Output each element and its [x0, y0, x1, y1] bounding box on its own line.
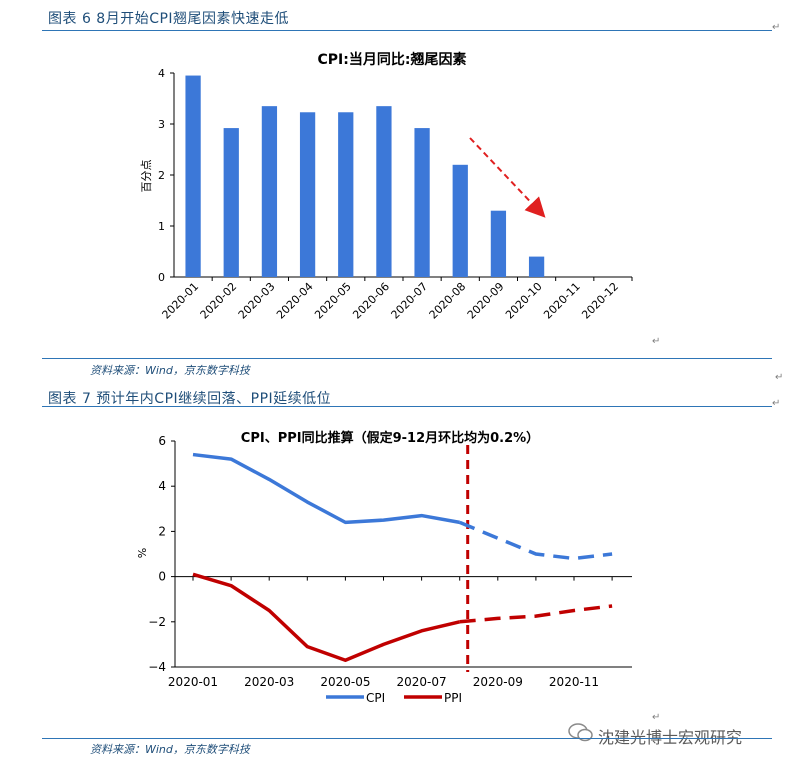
line-x-tick-label: 2020-01: [168, 675, 218, 689]
series-line-forecast: [459, 520, 613, 561]
watermark: 沈建光博士宏观研究: [598, 728, 743, 747]
series-line-actual: [192, 572, 461, 662]
bar-chart-title: CPI:当月同比:翘尾因素: [318, 51, 467, 68]
line-chart-title: CPI、PPI同比推算（假定9-12月环比均为0.2%）: [241, 430, 539, 446]
line-x-tick-label: 2020-05: [320, 675, 370, 689]
bar-x-tick-label: 2020-05: [312, 280, 354, 322]
bar-y-tick-label: 4: [158, 67, 165, 80]
figure7-source: 资料来源：Wind，京东数字科技: [90, 743, 250, 756]
bar: [528, 256, 545, 277]
bar-y-tick-label: 2: [158, 169, 165, 182]
bar-x-tick-label: 2020-01: [160, 280, 202, 322]
legend-label: PPI: [444, 691, 462, 705]
figure7-bottom-rule: [42, 738, 772, 739]
bar-x-tick-label: 2020-10: [503, 280, 545, 322]
bar-x-tick-label: 2020-11: [541, 280, 583, 322]
bar: [376, 106, 392, 278]
bar-x-tick-label: 2020-04: [274, 280, 316, 322]
figure6-caption: 图表 6 8月开始CPI翘尾因素快速走低: [48, 11, 290, 27]
line-y-tick-label: 4: [158, 479, 166, 493]
figure7-caption: 图表 7 预计年内CPI继续回落、PPI延续低位: [48, 391, 332, 407]
bar-x-tick-label: 2020-07: [389, 280, 431, 322]
return-mark: ↵: [652, 712, 661, 723]
bar-x-tick-label: 2020-03: [236, 280, 278, 322]
bar-chart: CPI:当月同比:翘尾因素 百分点 012342020-012020-02202…: [140, 51, 633, 322]
bar: [185, 75, 201, 277]
bar-x-tick-label: 2020-09: [465, 280, 507, 322]
line-x-tick-label: 2020-11: [549, 675, 599, 689]
bar-y-tick-label: 0: [158, 271, 165, 284]
figure6-source: 资料来源：Wind，京东数字科技: [90, 364, 250, 377]
bar-x-tick-label: 2020-02: [198, 280, 240, 322]
bar: [452, 164, 468, 277]
return-mark: ↵: [775, 372, 784, 383]
bar-x-tick-label: 2020-06: [350, 280, 392, 322]
bar-y-tick-label: 3: [158, 118, 165, 131]
line-x-tick-label: 2020-07: [397, 675, 447, 689]
line-y-tick-label: 0: [158, 570, 166, 584]
line-chart-ylabel: %: [136, 548, 149, 558]
bar-x-tick-label: 2020-12: [579, 280, 621, 322]
line-y-tick-label: −4: [148, 660, 166, 674]
bar-y-tick-label: 1: [158, 220, 165, 233]
bar: [338, 112, 354, 278]
bar-chart-ylabel: 百分点: [140, 160, 153, 193]
series-line-forecast: [459, 604, 613, 624]
bar: [261, 106, 278, 278]
line-y-tick-label: −2: [148, 615, 166, 629]
bar: [299, 112, 316, 278]
figure6-top-rule: [42, 30, 772, 31]
figure6-bottom-rule: [42, 358, 772, 359]
return-mark: ↵: [652, 336, 661, 347]
figure7-top-rule: [42, 406, 772, 407]
bar: [490, 210, 507, 277]
line-x-tick-label: 2020-09: [473, 675, 523, 689]
line-y-tick-label: 6: [158, 434, 166, 448]
line-x-tick-label: 2020-03: [244, 675, 294, 689]
bar: [414, 128, 430, 277]
return-mark: ↵: [772, 398, 781, 409]
series-line-actual: [192, 452, 461, 525]
return-mark: ↵: [772, 22, 781, 33]
decline-arrow: [469, 137, 546, 218]
line-chart: CPI、PPI同比推算（假定9-12月环比均为0.2%） % −4 −2 0 2 4 6 2…: [136, 430, 632, 705]
wechat-icon: [568, 723, 593, 742]
bar-x-tick-label: 2020-08: [427, 280, 469, 322]
line-y-tick-label: 2: [158, 524, 166, 538]
legend-label: CPI: [366, 691, 385, 705]
bar: [223, 128, 239, 277]
